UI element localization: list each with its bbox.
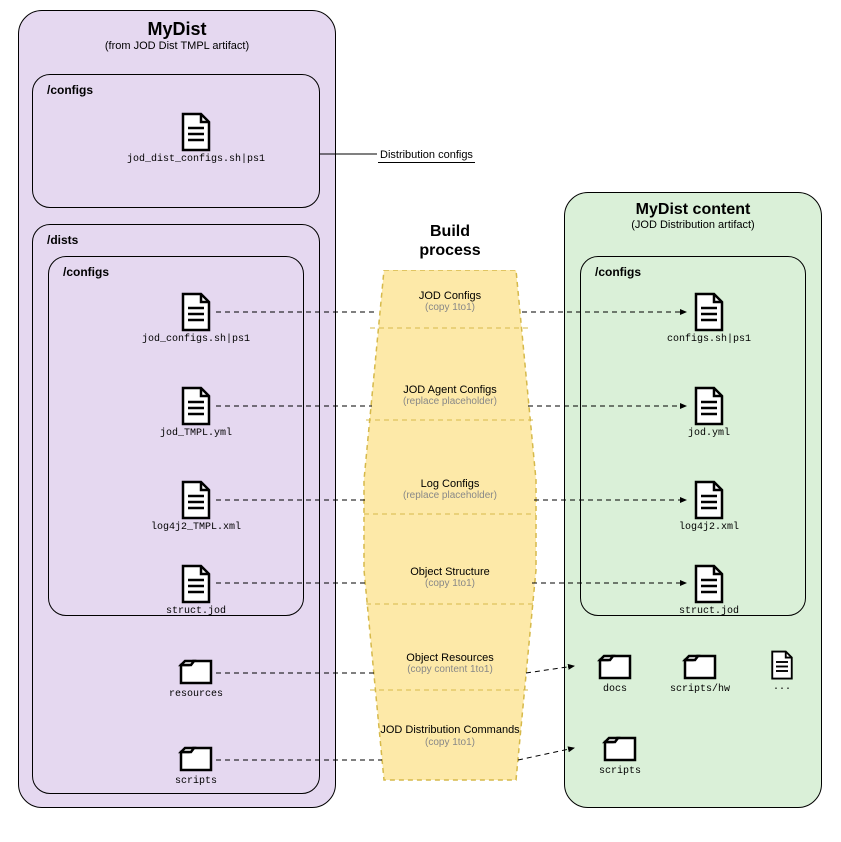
file-icon — [634, 564, 784, 604]
right-scripts-label: scripts — [580, 766, 660, 777]
file-icon — [116, 564, 276, 604]
left-file-2-label: log4j2_TMPL.xml — [116, 522, 276, 533]
right-file-3: struct.jod — [634, 564, 784, 617]
right-file-0-label: configs.sh|ps1 — [634, 334, 784, 345]
build-row-4-title: Object Resources — [366, 652, 534, 664]
build-row-1: JOD Agent Configs (replace placeholder) — [366, 384, 534, 407]
build-row-4-sub: (copy content 1to1) — [366, 664, 534, 675]
left-configs-label: /configs — [47, 83, 93, 97]
left-file-3: struct.jod — [116, 564, 276, 617]
left-inner-configs-label: /configs — [63, 265, 109, 279]
left-dists-label: /dists — [47, 233, 78, 247]
file-dist-configs: jod_dist_configs.sh|ps1 — [116, 112, 276, 165]
left-file-1: jod_TMPL.yml — [116, 386, 276, 439]
build-row-0-sub: (copy 1to1) — [370, 302, 530, 313]
right-bottom-1: scripts/hw — [660, 650, 740, 695]
right-bottom-0: docs — [580, 650, 650, 695]
left-folder-1-label: scripts — [116, 776, 276, 787]
mydist-title: MyDist — [19, 19, 335, 40]
left-file-3-label: struct.jod — [116, 606, 276, 617]
file-icon — [634, 292, 784, 332]
right-file-3-label: struct.jod — [634, 606, 784, 617]
mydist-content-title: MyDist content — [565, 201, 821, 219]
right-bottom-2: ... — [752, 650, 812, 693]
file-icon — [116, 112, 276, 152]
file-icon — [116, 292, 276, 332]
folder-icon — [116, 655, 276, 687]
build-row-1-sub: (replace placeholder) — [366, 396, 534, 407]
file-icon — [634, 386, 784, 426]
build-row-2-title: Log Configs — [366, 478, 534, 490]
file-icon — [752, 650, 812, 680]
mydist-content-subtitle: (JOD Distribution artifact) — [565, 219, 821, 231]
right-bottom-0-label: docs — [580, 684, 650, 695]
right-file-0: configs.sh|ps1 — [634, 292, 784, 345]
build-process-title: Build process — [370, 222, 530, 260]
file-icon — [116, 480, 276, 520]
right-file-2: log4j2.xml — [634, 480, 784, 533]
right-file-2-label: log4j2.xml — [634, 522, 784, 533]
left-file-0: jod_configs.sh|ps1 — [116, 292, 276, 345]
file-icon — [116, 386, 276, 426]
build-row-3: Object Structure (copy 1to1) — [366, 566, 534, 589]
right-file-1-label: jod.yml — [634, 428, 784, 439]
file-icon — [634, 480, 784, 520]
build-process-shape — [356, 270, 544, 790]
right-configs-label: /configs — [595, 265, 641, 279]
right-file-1: jod.yml — [634, 386, 784, 439]
file-dist-configs-label: jod_dist_configs.sh|ps1 — [116, 154, 276, 165]
build-row-3-title: Object Structure — [366, 566, 534, 578]
build-row-1-title: JOD Agent Configs — [366, 384, 534, 396]
mydist-subtitle: (from JOD Dist TMPL artifact) — [19, 40, 335, 52]
build-process-title-wrap: Build process — [370, 222, 530, 260]
folder-icon — [116, 742, 276, 774]
build-row-5-title: JOD Distribution Commands — [372, 724, 528, 737]
left-file-2: log4j2_TMPL.xml — [116, 480, 276, 533]
build-row-0: JOD Configs (copy 1to1) — [370, 290, 530, 313]
build-row-2-sub: (replace placeholder) — [366, 490, 534, 501]
build-row-2: Log Configs (replace placeholder) — [366, 478, 534, 501]
right-scripts: scripts — [580, 732, 660, 777]
build-row-5: JOD Distribution Commands (copy 1to1) — [372, 724, 528, 748]
left-folder-0-label: resources — [116, 689, 276, 700]
left-folder-0: resources — [116, 655, 276, 700]
distribution-configs-label: Distribution configs — [378, 148, 475, 163]
build-row-0-title: JOD Configs — [370, 290, 530, 302]
folder-icon — [660, 650, 740, 682]
left-file-0-label: jod_configs.sh|ps1 — [116, 334, 276, 345]
right-bottom-1-label: scripts/hw — [660, 684, 740, 695]
left-file-1-label: jod_TMPL.yml — [116, 428, 276, 439]
right-bottom-2-label: ... — [752, 682, 812, 693]
build-row-5-sub: (copy 1to1) — [372, 737, 528, 748]
left-folder-1: scripts — [116, 742, 276, 787]
folder-icon — [580, 650, 650, 682]
folder-icon — [580, 732, 660, 764]
build-row-4: Object Resources (copy content 1to1) — [366, 652, 534, 675]
build-row-3-sub: (copy 1to1) — [366, 578, 534, 589]
